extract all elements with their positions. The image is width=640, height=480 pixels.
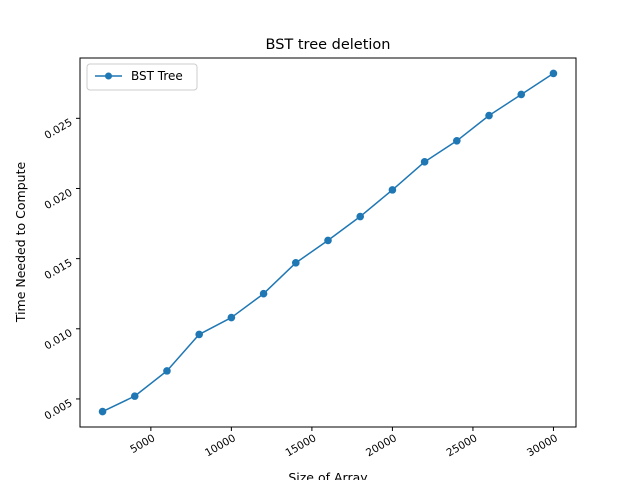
data-point [420, 158, 429, 166]
legend-box [86, 63, 198, 91]
y-tick-label: 0.015 [42, 257, 74, 282]
x-tick-label: 5000 [128, 432, 157, 456]
series-layer [98, 69, 558, 416]
legend-label: BST Tree [131, 69, 183, 83]
data-point [227, 313, 236, 322]
y-axis-label: Time Needed to Compute [13, 162, 28, 324]
axes-frame [79, 57, 577, 428]
data-point [485, 111, 493, 120]
y-tick-label: 0.005 [42, 397, 74, 422]
data-point [98, 407, 107, 416]
x-tick-label: 10000 [203, 432, 238, 459]
data-point [259, 289, 268, 298]
legend-marker [105, 72, 112, 80]
data-point [163, 367, 171, 375]
x-tick-label: 20000 [364, 432, 399, 459]
y-axis: 0.005 0.010 0.015 0.020 0.025 [42, 117, 80, 423]
y-tick-label: 0.025 [42, 117, 74, 142]
data-point [549, 69, 558, 78]
x-tick-label: 25000 [445, 432, 480, 459]
x-tick-label: 15000 [283, 432, 318, 459]
data-point [130, 392, 139, 400]
x-axis: 5000 10000 15000 20000 25000 30000 [128, 427, 560, 459]
data-point [388, 186, 397, 194]
data-point [356, 212, 365, 221]
data-point [195, 330, 203, 339]
data-point [453, 136, 461, 145]
x-tick-label: 30000 [525, 432, 560, 459]
y-tick-label: 0.020 [42, 187, 74, 212]
x-axis-label: Size of Array [288, 470, 368, 480]
data-point [517, 90, 526, 99]
data-point [324, 236, 332, 245]
data-point [291, 259, 300, 267]
y-tick-label: 0.010 [42, 327, 74, 352]
legend: BST Tree [86, 63, 198, 91]
chart-title: BST tree deletion [266, 37, 391, 53]
plot-area [79, 57, 577, 428]
